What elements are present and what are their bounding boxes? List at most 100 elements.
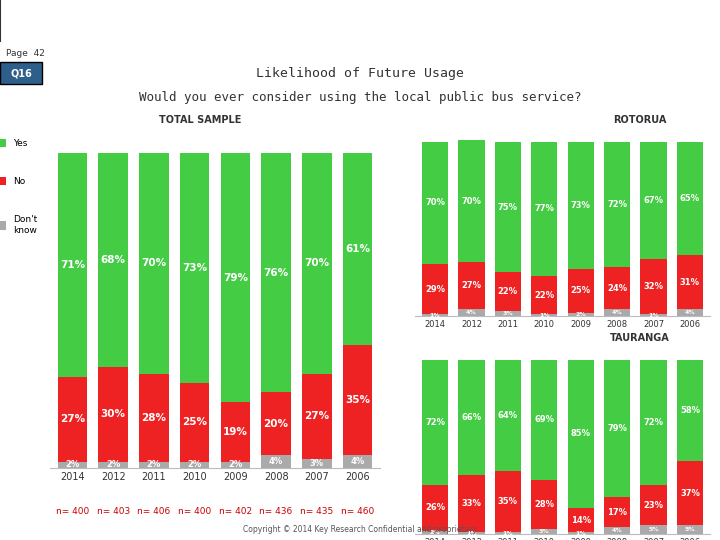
Bar [604,309,630,316]
Text: 65%: 65% [680,194,700,203]
Bar [261,455,291,468]
Bar [604,142,630,267]
Bar [640,314,667,316]
Text: 19%: 19% [223,427,248,437]
Text: 77%: 77% [534,205,554,213]
Text: 32%: 32% [644,282,664,291]
Text: 3%: 3% [503,311,513,316]
Text: 33%: 33% [462,499,482,508]
Bar [422,485,448,530]
Bar [677,525,703,534]
Bar [604,497,630,527]
Text: 35%: 35% [498,497,518,507]
Bar [531,529,557,534]
Bar [604,527,630,534]
Text: 5%: 5% [685,527,696,532]
Text: 66%: 66% [462,413,482,422]
Text: Copyright © 2014 Key Research Confidential and proprietary: Copyright © 2014 Key Research Confidenti… [243,525,477,535]
Text: 1%: 1% [648,313,659,318]
Text: 25%: 25% [571,286,591,295]
Text: 26%: 26% [425,503,445,512]
Bar [495,311,521,316]
Text: 4%: 4% [685,310,696,315]
Text: 4%: 4% [466,310,477,315]
Bar [567,360,594,508]
Text: 72%: 72% [425,418,445,427]
Text: 30%: 30% [101,409,126,420]
Text: 20%: 20% [264,419,289,429]
Bar [422,142,448,264]
Text: 85%: 85% [571,429,590,438]
Text: 2%: 2% [187,461,202,469]
Bar [459,532,485,534]
Text: 5%: 5% [648,527,659,532]
Bar [343,345,372,455]
Bar [567,142,594,269]
Text: 3%: 3% [539,529,549,534]
Text: 28%: 28% [141,413,166,423]
Text: 35%: 35% [345,395,370,406]
Text: Would you ever consider using the local public bus service?: Would you ever consider using the local … [139,91,581,104]
Text: n= 200: n= 200 [421,355,449,364]
Text: 31%: 31% [680,278,700,287]
Bar [677,255,703,309]
FancyBboxPatch shape [0,62,42,84]
Bar [343,153,372,345]
Bar [302,458,331,468]
Text: 28%: 28% [534,500,554,509]
Text: n= 234: n= 234 [676,355,704,364]
Bar [531,360,557,480]
Text: 70%: 70% [425,198,445,207]
Text: 37%: 37% [680,489,700,497]
Text: n= 435: n= 435 [300,507,333,516]
Bar [58,462,87,468]
Text: 75%: 75% [498,202,518,212]
Bar [567,313,594,316]
Text: 22%: 22% [534,291,554,300]
Bar [567,532,594,534]
Bar [604,360,630,497]
Bar [495,142,521,273]
Text: 61%: 61% [345,244,370,254]
Bar [99,153,128,367]
Bar [640,259,667,314]
Bar [531,314,557,316]
Text: 76%: 76% [264,268,289,278]
Bar [58,153,87,377]
Legend: Yes, No, Don't
know: Yes, No, Don't know [0,139,37,235]
Bar [422,530,448,534]
Text: Likelihood of Future Usage: Likelihood of Future Usage [256,66,464,79]
Text: 27%: 27% [60,414,85,424]
Bar [604,267,630,309]
Bar [302,374,331,458]
Text: n= 436: n= 436 [259,507,293,516]
Text: 69%: 69% [534,415,554,424]
Text: 2%: 2% [430,530,441,535]
Text: n= 221: n= 221 [603,355,631,364]
Bar [640,485,667,525]
Bar [495,360,521,471]
Text: 73%: 73% [571,201,590,210]
Bar [422,314,448,316]
Text: ROTORUA: ROTORUA [613,115,667,125]
Bar [139,153,168,374]
Bar [640,360,667,485]
Text: n= 403: n= 403 [96,507,130,516]
Text: 1%: 1% [539,313,549,318]
Bar [567,269,594,313]
Text: 70%: 70% [141,258,166,268]
Text: n= 460: n= 460 [341,507,374,516]
Bar [261,153,291,393]
Text: n= 400: n= 400 [178,507,211,516]
Text: 70%: 70% [462,197,482,206]
Bar [677,142,703,255]
Text: 70%: 70% [305,258,330,268]
Bar [99,462,128,468]
Text: 29%: 29% [425,285,445,294]
Bar [531,480,557,529]
Bar [221,462,250,468]
Text: n= 200: n= 200 [457,355,485,364]
Text: 1%: 1% [575,531,586,536]
Text: n= 406: n= 406 [138,507,171,516]
Text: 68%: 68% [101,255,126,265]
